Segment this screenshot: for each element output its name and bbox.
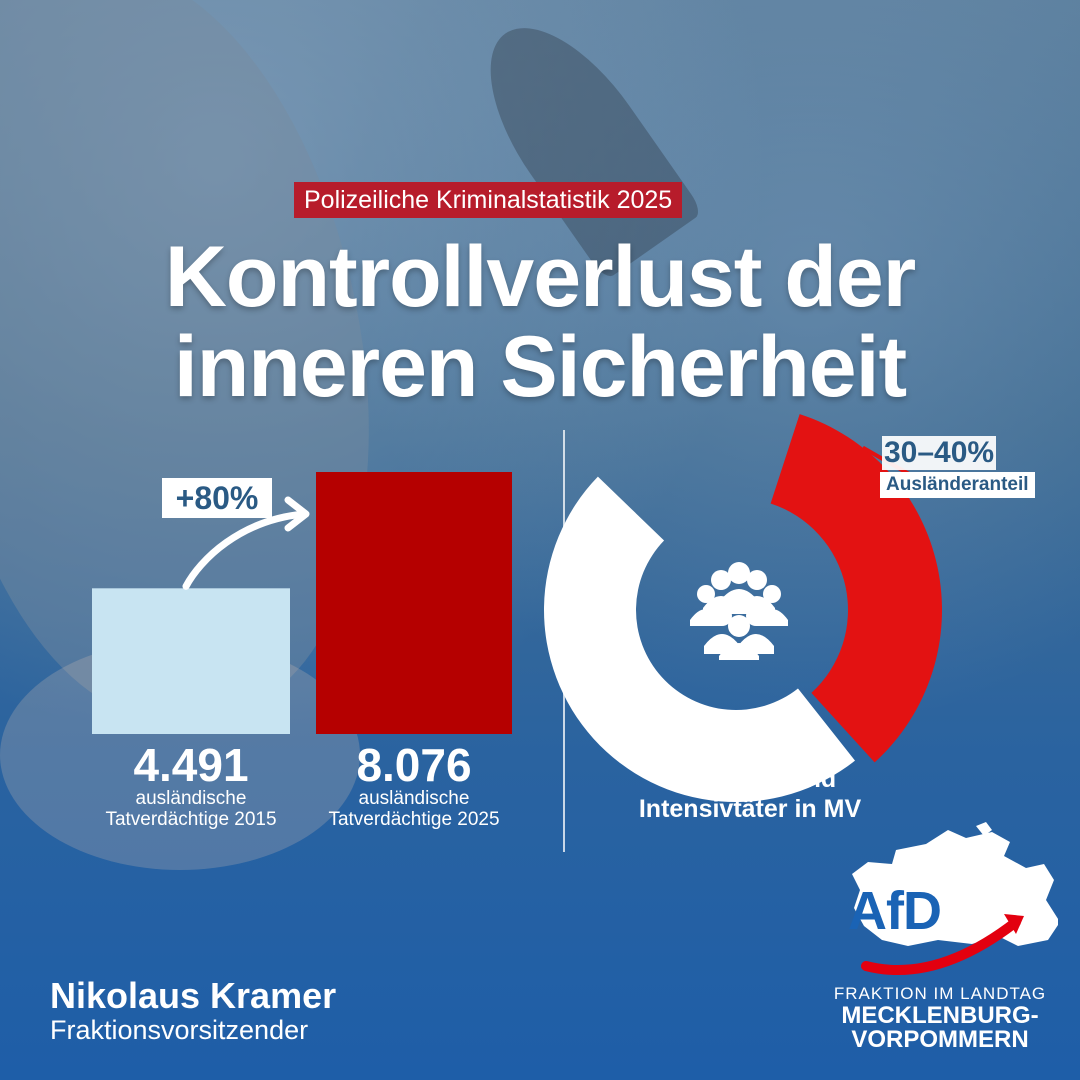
afd-swoosh-icon	[861, 914, 1024, 976]
share-caption: Ausländeranteil	[880, 472, 1035, 498]
arrow-head-icon	[284, 496, 310, 532]
bar-label-2015-line-1: ausländische	[135, 788, 247, 809]
donut-ring	[544, 476, 855, 802]
bar-label-2025-line-1: ausländische	[358, 788, 470, 809]
people-group-icon	[690, 562, 788, 660]
donut-share-segment	[770, 414, 942, 763]
org-line-3: VORPOMMERN	[851, 1026, 1029, 1053]
tagline: Polizeiliche Kriminalstatistik 2025	[294, 182, 683, 218]
donut-caption: Mehrfach- und Intensivtäter in MV	[600, 764, 900, 824]
bar-value-2015: 4.491	[133, 739, 249, 791]
bar-value-2025: 8.076	[356, 739, 472, 791]
speaker-role: Fraktionsvorsitzender	[50, 1015, 309, 1045]
bar-label-2025-line-2: Tatverdächtige 2025	[328, 809, 500, 830]
growth-percentage: +80%	[162, 478, 272, 518]
growth-arrow-icon	[182, 510, 308, 590]
donut-caption-line-2: Intensivtäter in MV	[638, 795, 862, 823]
headline: Kontrollverlust der inneren Sicherheit	[0, 232, 1080, 412]
bar-label-2015: ausländische Tatverdächtige 2015	[70, 788, 312, 830]
org-line-1: FRAKTION IM LANDTAG	[833, 984, 1047, 1003]
headline-line-1: Kontrollverlust der	[164, 229, 916, 325]
bar-2015	[92, 588, 290, 734]
headline-line-2: inneren Sicherheit	[173, 319, 907, 415]
bar-label-2025: ausländische Tatverdächtige 2025	[294, 788, 534, 830]
bar-2025	[316, 472, 512, 734]
donut-caption-line-1: Mehrfach- und	[663, 765, 837, 793]
afd-logo: AfD	[848, 881, 942, 941]
speaker-name: Nikolaus Kramer	[50, 975, 337, 1016]
bar-label-2015-line-2: Tatverdächtige 2015	[105, 809, 277, 830]
share-percentage: 30–40%	[882, 436, 997, 470]
org-line-2: MECKLENBURG-	[841, 1002, 1039, 1029]
